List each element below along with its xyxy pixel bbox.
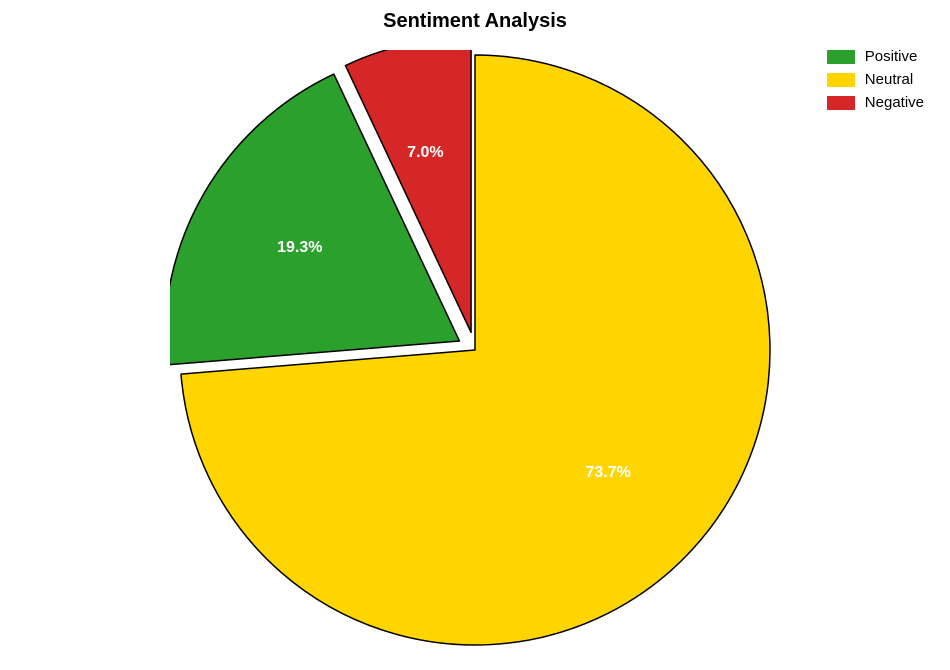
legend-label-negative: Negative [865,94,924,111]
chart-title: Sentiment Analysis [383,10,567,33]
legend-label-positive: Positive [865,48,918,65]
legend-label-neutral: Neutral [865,71,913,88]
legend-swatch-positive [827,50,855,64]
pie-chart [170,50,790,670]
legend: Positive Neutral Negative [827,48,924,117]
legend-swatch-negative [827,96,855,110]
legend-item-neutral: Neutral [827,71,924,88]
legend-item-negative: Negative [827,94,924,111]
legend-swatch-neutral [827,73,855,87]
slice-label-neutral: 73.7% [586,464,631,482]
slice-label-negative: 7.0% [407,144,443,162]
chart-container: Sentiment Analysis 73.7% 19.3% 7.0% Positi… [0,0,950,662]
slice-label-positive: 19.3% [277,239,322,257]
legend-item-positive: Positive [827,48,924,65]
